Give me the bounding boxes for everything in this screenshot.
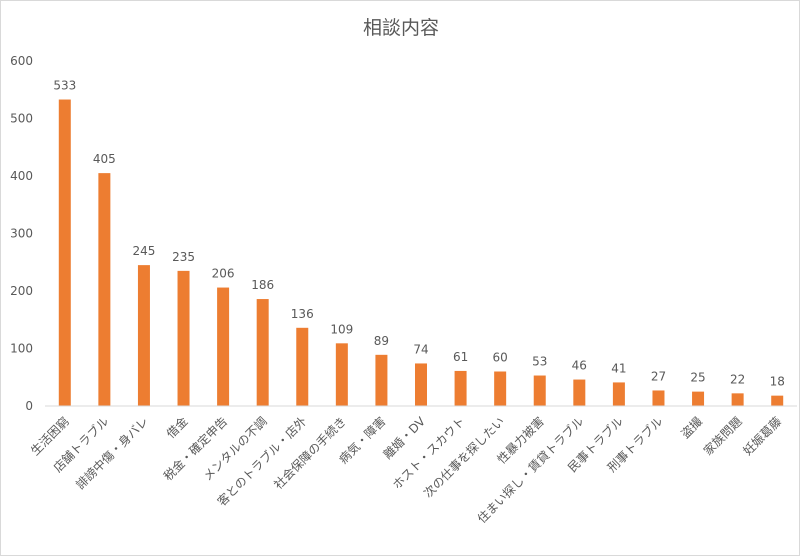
- data-label-18: 18: [770, 375, 785, 389]
- y-tick-label-600: 600: [10, 54, 33, 68]
- value-labels: 533 405 245 235 206 186 136 109 89 74 61 60 53 46 41 27…: [53, 79, 785, 389]
- bar-1: [98, 173, 111, 406]
- data-label-9: 74: [413, 342, 428, 356]
- bar-16: [692, 391, 705, 406]
- data-label-0: 533: [53, 79, 76, 93]
- bar-11: [494, 371, 507, 406]
- bar-2: [137, 265, 150, 406]
- bar-17: [731, 393, 744, 406]
- y-tick-label-500: 500: [10, 112, 33, 126]
- bar-7: [335, 343, 348, 406]
- bar-0: [58, 99, 71, 407]
- x-tick-label-18: 妊娠葛藤: [740, 414, 784, 458]
- data-label-3: 235: [172, 250, 195, 264]
- data-label-13: 46: [572, 359, 587, 373]
- data-label-6: 136: [291, 307, 314, 321]
- data-label-8: 89: [374, 334, 389, 348]
- y-tick-label-300: 300: [10, 227, 33, 241]
- bar-3: [177, 270, 190, 406]
- data-label-15: 27: [651, 369, 666, 383]
- data-label-10: 61: [453, 350, 468, 364]
- chart-title: 相談内容: [362, 17, 439, 39]
- data-label-16: 25: [690, 371, 705, 385]
- x-tick-label-7: 社会保障の手続き: [270, 414, 348, 492]
- bar-10: [454, 370, 467, 406]
- data-label-5: 186: [251, 278, 274, 292]
- x-tick-label-3: 借金: [163, 414, 191, 442]
- x-tick-label-17: 家族問題: [700, 414, 745, 459]
- bars: [58, 99, 784, 407]
- y-tick-label-100: 100: [10, 342, 33, 356]
- data-label-1: 405: [93, 152, 116, 166]
- y-tick-label-200: 200: [10, 284, 33, 298]
- bar-4: [217, 287, 230, 406]
- bar-15: [652, 390, 665, 406]
- data-label-14: 41: [611, 361, 626, 375]
- bar-13: [573, 379, 586, 406]
- data-label-4: 206: [212, 267, 235, 281]
- bar-6: [296, 327, 309, 406]
- bar-8: [375, 354, 388, 406]
- x-tick-label-2: 誹謗中傷・身バレ: [73, 414, 151, 492]
- bar-14: [612, 382, 625, 406]
- bar-5: [256, 299, 269, 406]
- bar-12: [533, 375, 546, 406]
- data-label-17: 22: [730, 372, 745, 386]
- data-label-2: 245: [132, 244, 155, 258]
- y-tick-label-0: 0: [25, 399, 33, 413]
- bar-18: [771, 395, 784, 406]
- data-label-12: 53: [532, 355, 547, 369]
- y-tick-label-400: 400: [10, 169, 33, 183]
- bar-9: [415, 363, 427, 406]
- x-tick-label-10: ホスト・スカウト: [390, 414, 468, 492]
- data-label-11: 60: [493, 351, 508, 365]
- y-axis: 0 100 200 300 400 500 600: [10, 54, 33, 413]
- x-tick-label-16: 盗撮: [678, 414, 706, 442]
- data-label-7: 109: [330, 322, 353, 336]
